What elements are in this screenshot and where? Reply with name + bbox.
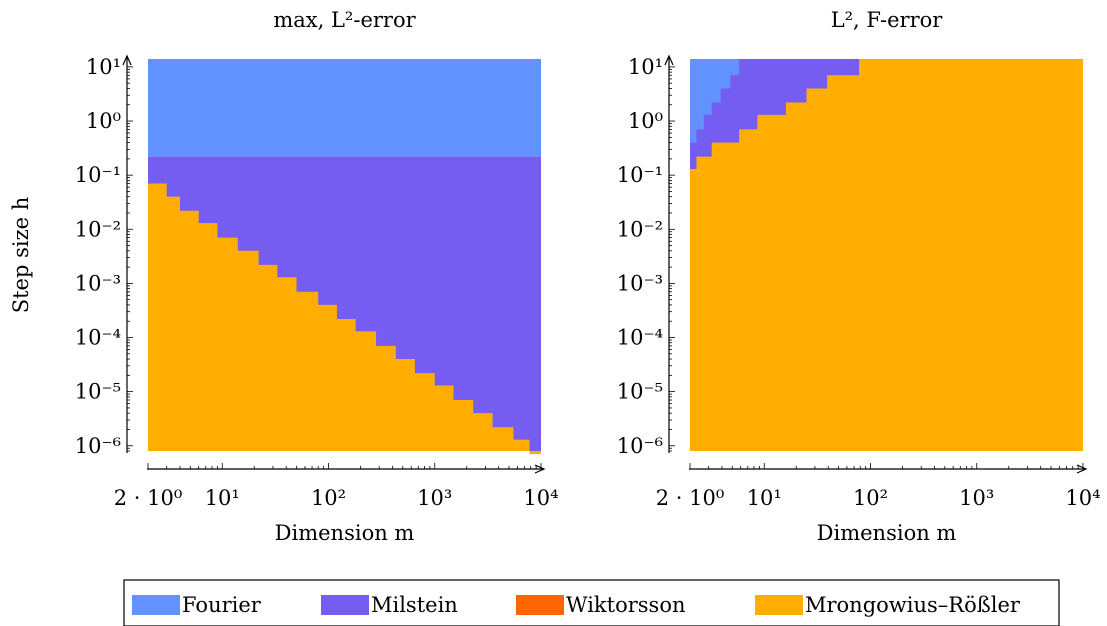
axes-right: 10¹ 10⁰ 10⁻¹ 10⁻² 10⁻³ 10⁻⁴ 10⁻⁵ 10⁻⁶ 2 · 10⁰ 10¹… [617, 54, 1101, 510]
x-tick-label: 10¹ [205, 486, 240, 510]
y-tick-label: 10⁻⁴ [75, 326, 121, 350]
legend-label: Mrongowius–Rößler [805, 593, 1021, 617]
y-tick-label: 10⁻⁶ [617, 434, 663, 458]
panel-left: max, L²-error 10¹ 10⁰ 10⁻¹ 10⁻² 10⁻³ 10⁻⁴ 10⁻⁵… [9, 8, 559, 545]
x-axis-label-left: Dimension m [275, 521, 415, 545]
region-milstein [690, 59, 879, 169]
region-fourier [690, 59, 748, 143]
x-tick-label: 10⁴ [523, 486, 558, 510]
legend-label: Fourier [182, 593, 262, 617]
panel-right: L², F-error 10¹10⁰10⁻¹10⁻²10⁻³10⁻⁴10⁻⁵10… [617, 8, 1101, 545]
panel-title-left: max, L²-error [273, 8, 416, 32]
legend-box [123, 579, 1060, 626]
panel-title-right: L², F-error [831, 8, 944, 32]
heatmap-left [148, 59, 541, 455]
y-tick-label: 10⁻² [75, 217, 121, 241]
y-tick-label: 10⁻⁴ [617, 326, 663, 350]
region-mrongowius-roessler [148, 183, 541, 455]
y-tick-label: 10⁻³ [617, 271, 663, 295]
x-tick-label: 10³ [417, 486, 452, 510]
legend-swatch [755, 595, 803, 615]
legend-label: Wiktorsson [566, 593, 686, 617]
y-tick-label: 10⁰ [86, 109, 121, 133]
x-tick-label: 2 · 10⁰ [114, 486, 183, 510]
y-tick-label: 10⁻¹ [75, 163, 121, 187]
axes-left: 10¹ 10⁰ 10⁻¹ 10⁻² 10⁻³ 10⁻⁴ 10⁻⁵ 10⁻⁶ 2 · 10⁰ 10¹… [75, 54, 559, 510]
x-tick-label: 10¹ [747, 486, 782, 510]
legend: Fourier Milstein Wiktorsson Mrongowius–Rößl… [123, 579, 1060, 626]
y-axis-arrow [664, 54, 674, 66]
y-axis-arrow [122, 54, 132, 66]
legend-swatch [321, 595, 369, 615]
region-fourier [148, 59, 541, 157]
y-tick-label: 10¹ [86, 55, 121, 79]
x-axis-arrow [1076, 464, 1088, 474]
y-tick-label: 10⁻¹ [617, 163, 663, 187]
x-tick-label: 10³ [959, 486, 994, 510]
x-tick-label: 10⁴ [1065, 486, 1100, 510]
y-tick-label: 10⁻⁵ [75, 380, 121, 404]
legend-swatch [132, 595, 180, 615]
x-tick-label: 2 · 10⁰ [656, 486, 725, 510]
x-axis-arrow [534, 464, 546, 474]
y-tick-label: 10¹ [628, 55, 663, 79]
y-tick-label: 10⁻² [617, 217, 663, 241]
y-tick-label: 10⁻⁶ [75, 434, 121, 458]
y-tick-label: 10⁻³ [75, 271, 121, 295]
x-tick-label: 10² [311, 486, 346, 510]
legend-label: Milstein [371, 593, 458, 617]
legend-swatch [516, 595, 564, 615]
heatmap-right [690, 59, 1083, 451]
y-axis-label: Step size h [9, 197, 33, 314]
y-tick-label: 10⁻⁵ [617, 380, 663, 404]
y-tick-label: 10⁰ [628, 109, 663, 133]
x-tick-label: 10² [853, 486, 888, 510]
x-axis-label-right: Dimension m [817, 521, 957, 545]
